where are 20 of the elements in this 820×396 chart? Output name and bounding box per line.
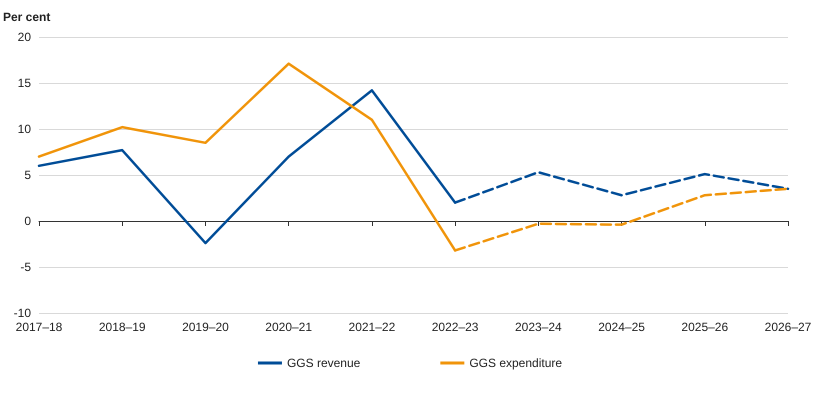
y-tick-label: 10: [18, 122, 32, 136]
x-tick-label: 2019–20: [182, 320, 230, 334]
x-tick-label: 2022–23: [432, 320, 479, 334]
y-axis-title: Per cent: [3, 10, 50, 24]
x-tick-label: 2026–27: [764, 320, 812, 334]
x-tick-label: 2018–19: [98, 320, 146, 334]
x-tick-label: 2020–21: [265, 320, 312, 334]
x-tick-label: 2021–22: [348, 320, 396, 334]
y-tick-label: -5: [20, 260, 32, 274]
y-tick-label: 0: [24, 214, 32, 228]
y-tick-label: -10: [14, 306, 32, 320]
x-tick-label: 2023–24: [514, 320, 562, 334]
x-tick-label: 2025–26: [681, 320, 728, 334]
y-tick-label: 15: [18, 76, 32, 90]
x-tick-label: 2024–25: [598, 320, 646, 334]
x-tick-label: 2017–18: [16, 320, 63, 334]
y-tick-label: 20: [18, 30, 32, 44]
legend-label: GGS revenue: [286, 356, 361, 370]
legend-label: GGS expenditure: [469, 356, 562, 370]
y-tick-label: 5: [24, 168, 32, 182]
